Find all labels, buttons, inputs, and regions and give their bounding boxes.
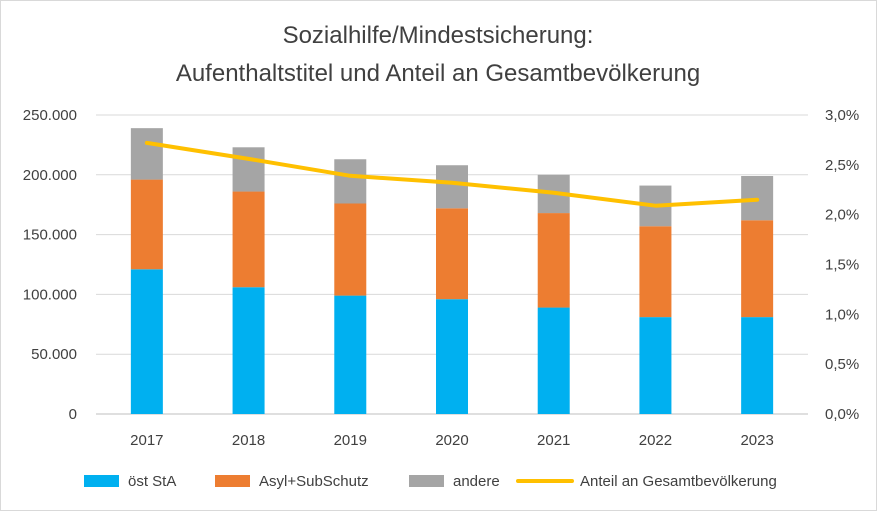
chart-title-line-1: Sozialhilfe/Mindestsicherung: [283,22,594,49]
legend-swatch [215,475,250,487]
bar-asyl-subschutz [232,191,265,288]
legend: öst StA Asyl+SubSchutz andere Anteil an Ges… [84,473,777,490]
bar--st-sta [334,295,367,414]
bar--st-sta [436,299,468,414]
bar-asyl-subschutz [130,179,163,270]
legend-swatch [84,475,119,487]
y-right-tick-label: 2,0% [825,207,859,224]
x-tick-label: 2017 [130,432,163,449]
y-right-tick-label: 2,5% [825,157,859,174]
legend-label: andere [453,473,500,490]
bar-andere [436,165,468,209]
bar-series [130,128,774,414]
bar-asyl-subschutz [436,208,468,300]
bar-asyl-subschutz [334,203,367,296]
y-left-tick-label: 100.000 [23,286,77,303]
bar--st-sta [639,317,672,414]
bar-andere [130,128,163,180]
x-tick-label: 2019 [334,432,367,449]
y-right-tick-label: 1,5% [825,257,859,274]
line-series [144,140,760,208]
x-tick-label: 2023 [740,432,773,449]
axes: 0 50.000 100.000 150.000 200.000 250.000 0,0% 0… [23,107,859,449]
x-tick-label: 2020 [435,432,468,449]
bar-andere [232,147,265,192]
y-left-tick-label: 150.000 [23,227,77,244]
legend-label: öst StA [128,473,176,490]
bar-asyl-subschutz [639,226,672,318]
y-left-tick-label: 50.000 [31,346,77,363]
bar--st-sta [130,269,163,414]
bar--st-sta [537,307,570,414]
bar-asyl-subschutz [741,220,774,318]
legend-label: Asyl+SubSchutz [259,473,369,490]
y-right-tick-label: 0,0% [825,406,859,423]
y-left-tick-label: 0 [69,406,77,423]
chart-title-line-2: Aufenthaltstitel und Anteil an Gesamtbev… [176,60,700,87]
y-left-tick-label: 250.000 [23,107,77,124]
bar--st-sta [232,287,265,414]
bar--st-sta [741,317,774,414]
x-tick-label: 2021 [537,432,570,449]
bar-andere [334,159,367,204]
bar-asyl-subschutz [537,213,570,308]
x-tick-label: 2018 [232,432,265,449]
y-right-tick-label: 1,0% [825,306,859,323]
x-tick-label: 2022 [639,432,672,449]
y-left-tick-label: 200.000 [23,167,77,184]
legend-label: Anteil an Gesamtbevölkerung [580,473,777,490]
line-anteil-an-gesamtbevoelkerung [144,140,760,208]
y-right-tick-label: 0,5% [825,356,859,373]
legend-swatch [409,475,444,487]
y-right-tick-label: 3,0% [825,107,859,124]
